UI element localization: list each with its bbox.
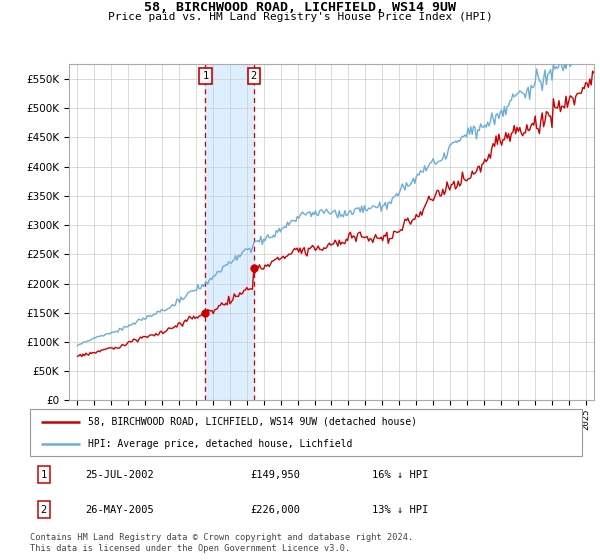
Text: 26-MAY-2005: 26-MAY-2005 [85,505,154,515]
Text: £149,950: £149,950 [251,470,301,479]
Text: Contains HM Land Registry data © Crown copyright and database right 2024.
This d: Contains HM Land Registry data © Crown c… [30,533,413,553]
Text: 2: 2 [41,505,47,515]
Text: 1: 1 [41,470,47,479]
Text: 2: 2 [250,71,257,81]
Bar [205,64,254,400]
Text: 1: 1 [202,71,209,81]
Text: 16% ↓ HPI: 16% ↓ HPI [372,470,428,479]
Text: £226,000: £226,000 [251,505,301,515]
Text: HPI: Average price, detached house, Lichfield: HPI: Average price, detached house, Lich… [88,438,352,449]
Text: 25-JUL-2002: 25-JUL-2002 [85,470,154,479]
Text: Price paid vs. HM Land Registry's House Price Index (HPI): Price paid vs. HM Land Registry's House … [107,12,493,22]
Text: 58, BIRCHWOOD ROAD, LICHFIELD, WS14 9UW (detached house): 58, BIRCHWOOD ROAD, LICHFIELD, WS14 9UW … [88,417,417,427]
FancyBboxPatch shape [30,409,582,456]
Text: 58, BIRCHWOOD ROAD, LICHFIELD, WS14 9UW: 58, BIRCHWOOD ROAD, LICHFIELD, WS14 9UW [144,1,456,14]
Text: 13% ↓ HPI: 13% ↓ HPI [372,505,428,515]
